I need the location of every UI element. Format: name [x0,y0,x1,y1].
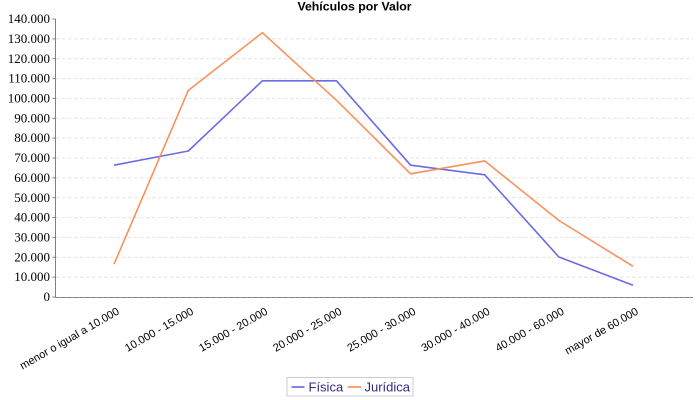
svg-text:30.000: 30.000 [14,230,50,245]
svg-text:70.000: 70.000 [14,150,50,165]
svg-text:Jurídica: Jurídica [365,380,411,395]
svg-text:100.000: 100.000 [8,91,50,106]
svg-text:130.000: 130.000 [8,31,50,46]
svg-text:Física: Física [309,380,344,395]
svg-text:50.000: 50.000 [14,190,50,205]
svg-text:10.000: 10.000 [14,269,50,284]
svg-text:110.000: 110.000 [8,71,50,86]
svg-text:80.000: 80.000 [14,130,50,145]
svg-text:0: 0 [44,289,51,304]
svg-text:20.000: 20.000 [14,249,50,264]
svg-text:Vehículos por Valor: Vehículos por Valor [297,0,411,14]
svg-text:120.000: 120.000 [8,51,50,66]
svg-text:60.000: 60.000 [14,170,50,185]
svg-text:40.000: 40.000 [14,210,50,225]
svg-text:90.000: 90.000 [14,110,50,125]
svg-text:140.000: 140.000 [8,11,50,26]
